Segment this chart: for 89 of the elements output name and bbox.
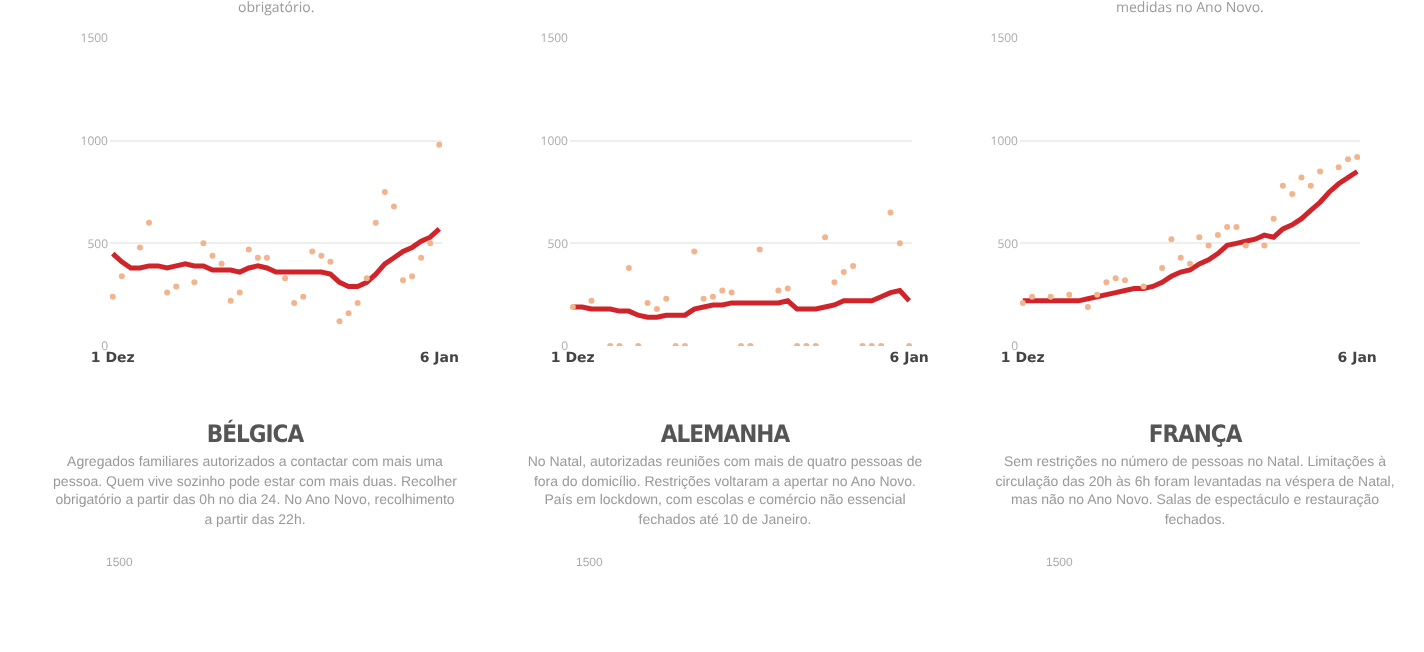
point bbox=[245, 246, 252, 253]
point bbox=[1224, 223, 1231, 230]
point bbox=[1159, 264, 1166, 271]
point bbox=[282, 275, 289, 282]
point bbox=[1344, 156, 1351, 163]
point bbox=[318, 252, 325, 259]
point bbox=[1270, 215, 1277, 222]
point bbox=[436, 141, 442, 148]
point bbox=[831, 279, 838, 286]
point bbox=[663, 295, 670, 302]
point bbox=[336, 318, 343, 325]
text: FRANÇA bbox=[1146, 420, 1245, 448]
point bbox=[1214, 232, 1221, 239]
point bbox=[227, 297, 234, 304]
point bbox=[1279, 182, 1286, 189]
line-series bbox=[110, 226, 442, 289]
point bbox=[173, 283, 180, 290]
point bbox=[1335, 164, 1342, 171]
text: ALEMANHA bbox=[658, 420, 792, 448]
point bbox=[300, 293, 307, 300]
point bbox=[896, 240, 903, 247]
point bbox=[427, 240, 434, 247]
point bbox=[1066, 291, 1073, 298]
point bbox=[588, 297, 595, 304]
point bbox=[1177, 254, 1184, 261]
point bbox=[110, 293, 116, 300]
point bbox=[700, 295, 707, 302]
point bbox=[1029, 293, 1036, 300]
point bbox=[164, 289, 171, 296]
point bbox=[1103, 279, 1110, 286]
point bbox=[1289, 191, 1296, 198]
point bbox=[372, 219, 379, 226]
point bbox=[1307, 182, 1314, 189]
point bbox=[1317, 168, 1324, 175]
point bbox=[1233, 223, 1240, 230]
point bbox=[354, 299, 361, 306]
point bbox=[625, 264, 632, 271]
point bbox=[1084, 303, 1091, 310]
point bbox=[756, 246, 763, 253]
point bbox=[644, 299, 651, 306]
point bbox=[200, 240, 207, 247]
point bbox=[1261, 242, 1268, 249]
point bbox=[784, 285, 791, 292]
point bbox=[291, 299, 298, 306]
point bbox=[146, 219, 152, 226]
point bbox=[728, 289, 735, 296]
point bbox=[850, 262, 857, 269]
point bbox=[822, 234, 829, 241]
point bbox=[363, 275, 370, 282]
point bbox=[653, 306, 660, 313]
point bbox=[1112, 275, 1119, 282]
point bbox=[709, 293, 716, 300]
point bbox=[570, 303, 576, 310]
point bbox=[418, 254, 425, 261]
point bbox=[390, 203, 397, 210]
point bbox=[345, 310, 352, 317]
point bbox=[381, 189, 388, 195]
point bbox=[1354, 154, 1360, 161]
point bbox=[327, 258, 334, 265]
point bbox=[1140, 283, 1147, 290]
point bbox=[1094, 291, 1101, 298]
point bbox=[691, 248, 698, 255]
point bbox=[136, 244, 143, 251]
point bbox=[1196, 234, 1203, 241]
point bbox=[254, 254, 261, 261]
point bbox=[1121, 277, 1128, 284]
point bbox=[309, 248, 316, 255]
text: BÉLGICA bbox=[204, 420, 306, 448]
point bbox=[263, 254, 270, 261]
point bbox=[1205, 242, 1212, 249]
point bbox=[191, 279, 198, 286]
point bbox=[1298, 174, 1305, 181]
point bbox=[1242, 242, 1249, 249]
point bbox=[1020, 299, 1026, 306]
point bbox=[118, 273, 125, 280]
point bbox=[1047, 293, 1054, 300]
point bbox=[1168, 236, 1175, 243]
point bbox=[775, 287, 782, 294]
line-series bbox=[570, 288, 912, 320]
point bbox=[400, 277, 406, 284]
line-series bbox=[1020, 168, 1360, 304]
point bbox=[409, 273, 416, 280]
point bbox=[1187, 260, 1193, 267]
point bbox=[840, 269, 847, 276]
point bbox=[719, 287, 726, 294]
point bbox=[209, 252, 216, 259]
point bbox=[887, 209, 894, 216]
point bbox=[218, 260, 225, 267]
point bbox=[236, 289, 243, 296]
